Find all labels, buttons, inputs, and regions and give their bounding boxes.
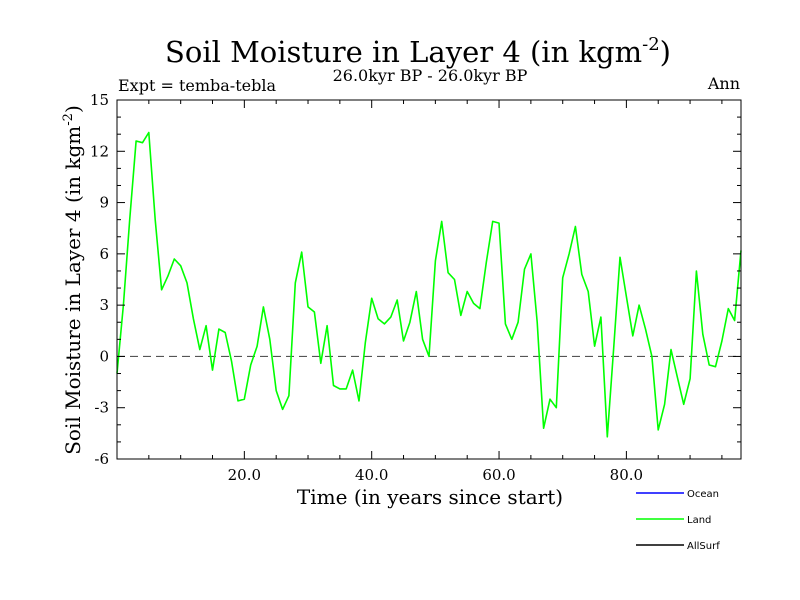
legend: Ocean Land AllSurf [636, 489, 720, 552]
plot-frame [116, 99, 742, 460]
y-tick-label: 12 [90, 142, 109, 160]
series-layer [116, 131, 742, 438]
y-tick-label: 6 [99, 245, 109, 263]
y-tick-label: 9 [99, 194, 109, 212]
experiment-label: Expt = temba-tebla [118, 76, 276, 95]
y-axis-label-close: ) [61, 105, 85, 113]
y-axis-label-main: Soil Moisture in Layer 4 (in kgm [61, 126, 85, 455]
season-label: Ann [707, 74, 740, 93]
y-axis-label: Soil Moisture in Layer 4 (in kgm-2) [61, 105, 85, 455]
chart-title: Soil Moisture in Layer 4 (in kgm-2) [165, 34, 671, 69]
y-axis-label-sup: -2 [61, 113, 76, 126]
x-axis-label: Time (in years since start) [297, 485, 563, 509]
legend-label-ocean: Ocean [687, 489, 719, 500]
x-tick-label: 40.0 [355, 466, 388, 484]
legend-label-land: Land [687, 515, 711, 526]
chart-title-sup: -2 [642, 34, 660, 55]
y-tick-label: -3 [94, 399, 109, 417]
axis-layer: -6 -3 0 3 6 9 12 15 20.0 40.0 60.0 80.0 [90, 91, 742, 484]
x-tick-label: 60.0 [482, 466, 515, 484]
y-tick-label: 3 [99, 296, 109, 314]
y-tick-label: 15 [90, 91, 109, 109]
chart-title-close: ) [660, 35, 671, 69]
legend-label-allsurf: AllSurf [687, 541, 720, 552]
y-tick-label: -6 [94, 450, 109, 468]
chart-title-main: Soil Moisture in Layer 4 (in kgm [165, 35, 642, 69]
x-tick-label: 20.0 [228, 466, 261, 484]
chart-subtitle: 26.0kyr BP - 26.0kyr BP [333, 66, 528, 85]
x-tick-label: 80.0 [610, 466, 643, 484]
y-tick-label: 0 [99, 347, 109, 365]
series-line-land [116, 131, 742, 438]
